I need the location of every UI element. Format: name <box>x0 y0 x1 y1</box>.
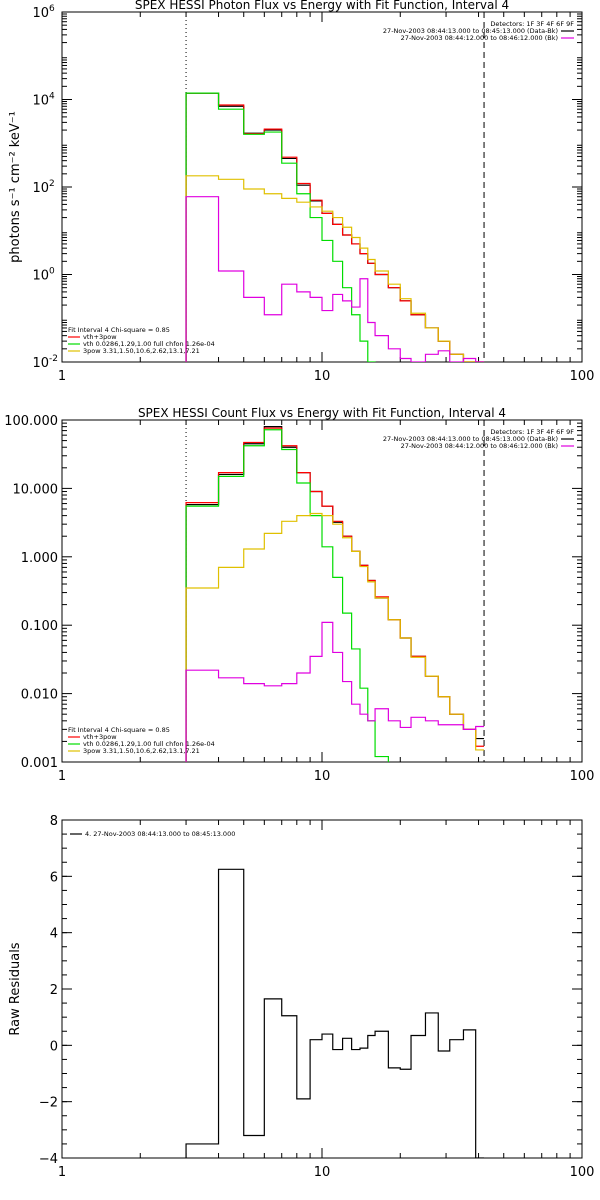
x-tick-label: 10 <box>314 769 331 784</box>
legend-header: Detectors: 1F 3F 4F 6F 9F <box>490 20 574 28</box>
y-tick-exponent: 6 <box>49 4 55 14</box>
y-tick-label: 0 <box>50 1039 58 1054</box>
x-tick-label: 1 <box>58 369 66 384</box>
series-group <box>185 426 485 762</box>
y-tick-label: 10 <box>32 94 49 109</box>
y-axis-title: photons s⁻¹ cm⁻² keV⁻¹ <box>8 111 23 263</box>
legend-header: Fit Interval 4 Chi-square = 0.85 <box>68 726 170 734</box>
chart-title: SPEX HESSI Photon Flux vs Energy with Fi… <box>135 0 509 12</box>
legend-label: 27-Nov-2003 08:44:12.000 to 08:46:12.000… <box>401 442 558 450</box>
legend-label: vth 0.0286,1.29,1.00 full chfon 1.26e-04 <box>83 740 215 748</box>
plot-frame <box>61 819 583 1159</box>
series-line-2 <box>185 427 485 762</box>
chart-panel-3: Raw Residuals 1 10 100 −4 −2 0 2 4 6 8 4. 27-Nov-20… <box>8 814 594 1180</box>
legend-label: vth 0.0286,1.29,1.00 full chfon 1.26e-04 <box>83 340 215 348</box>
y-tick-label: 10 <box>32 6 49 21</box>
legend-label: vth+3pow <box>83 733 117 741</box>
series-line-1 <box>185 868 485 1158</box>
legend-label: 27-Nov-2003 08:44:13.000 to 08:45:13.000… <box>383 435 558 443</box>
x-tick-label: 10 <box>314 1165 331 1180</box>
x-tick-label: 100 <box>570 1165 595 1180</box>
y-tick-label: 0.010 <box>21 688 58 703</box>
series-line-4 <box>185 175 485 362</box>
series-line-3 <box>185 429 389 762</box>
legend-label: vth+3pow <box>83 333 117 341</box>
y-tick-label: 0.100 <box>21 619 58 634</box>
y-axis-title: Raw Residuals <box>8 942 23 1035</box>
chart-title: SPEX HESSI Count Flux vs Energy with Fit… <box>138 406 506 420</box>
y-tick-label: −4 <box>39 1152 58 1167</box>
legend-bottom-left: Fit Interval 4 Chi-square = 0.85vth+3pow… <box>68 326 215 355</box>
legend-header: Detectors: 1F 3F 4F 6F 9F <box>490 428 574 436</box>
chart-panel-2: SPEX HESSI Count Flux vs Energy with Fit… <box>4 406 594 784</box>
y-tick-label: 0.001 <box>21 756 58 771</box>
y-tick-label: 10.000 <box>13 482 59 497</box>
legend-label: 27-Nov-2003 08:44:13.000 to 08:45:13.000… <box>383 27 558 35</box>
y-tick-exponent: 4 <box>49 92 55 102</box>
series-line-2 <box>185 92 485 362</box>
y-tick-label: 4 <box>50 927 58 942</box>
y-tick-exponent: -2 <box>49 354 58 364</box>
series-line-1 <box>185 92 485 362</box>
y-tick-label: 6 <box>50 870 58 885</box>
y-tick-label: 10 <box>32 269 49 284</box>
x-tick-label: 100 <box>570 769 595 784</box>
series-line-5 <box>185 621 485 762</box>
x-tick-label: 100 <box>570 369 595 384</box>
series-line-5 <box>185 196 485 362</box>
y-tick-exponent: 2 <box>49 179 55 189</box>
series-group <box>185 92 485 362</box>
legend-top-left: 4. 27-Nov-2003 08:44:13.000 to 08:45:13.… <box>70 830 235 838</box>
series-line-3 <box>185 92 376 362</box>
plot-frame <box>61 419 583 763</box>
legend-bottom-left: Fit Interval 4 Chi-square = 0.85vth+3pow… <box>68 726 215 755</box>
y-tick-label: 8 <box>50 814 58 829</box>
x-tick-label: 1 <box>58 1165 66 1180</box>
series-group <box>185 868 485 1158</box>
legend-label: 27-Nov-2003 08:44:12.000 to 08:46:12.000… <box>401 34 558 42</box>
y-tick-label: −2 <box>39 1096 58 1111</box>
y-tick-label: 1.000 <box>21 551 58 566</box>
series-line-4 <box>185 512 485 762</box>
legend-header: Fit Interval 4 Chi-square = 0.85 <box>68 326 170 334</box>
legend-label: 4. 27-Nov-2003 08:44:13.000 to 08:45:13.… <box>85 830 235 838</box>
chart-panel-1: SPEX HESSI Photon Flux vs Energy with Fi… <box>8 0 594 384</box>
y-tick-label: 2 <box>50 983 58 998</box>
x-tick-label: 10 <box>314 369 331 384</box>
y-tick-exponent: 0 <box>49 267 55 277</box>
x-tick-label: 1 <box>58 769 66 784</box>
y-tick-label: 10 <box>32 181 49 196</box>
y-tick-label: 10 <box>32 356 49 371</box>
legend-label: 3pow 3.31,1.50,10.6,2.62,13.1,7.21 <box>83 347 200 355</box>
legend-label: 3pow 3.31,1.50,10.6,2.62,13.1,7.21 <box>83 747 200 755</box>
y-tick-label: 100.000 <box>4 414 58 429</box>
